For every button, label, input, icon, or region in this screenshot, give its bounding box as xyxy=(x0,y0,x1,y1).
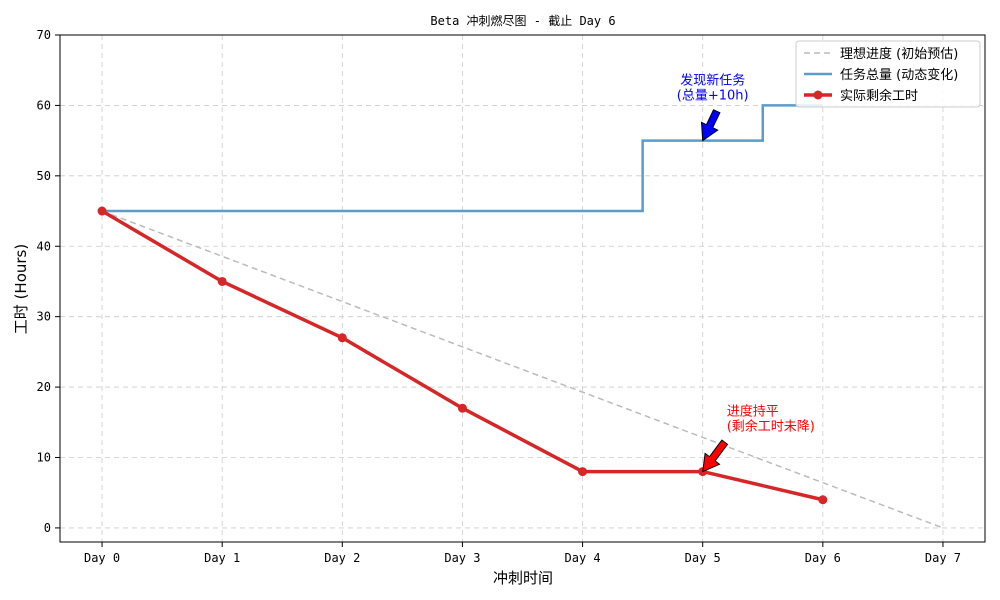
legend-label: 理想进度 (初始预估) xyxy=(840,46,958,62)
x-tick-label: Day 2 xyxy=(324,551,360,565)
x-tick-label: Day 6 xyxy=(805,551,841,565)
grid xyxy=(60,34,985,542)
y-tick-label: 40 xyxy=(37,239,51,253)
x-tick-label: Day 5 xyxy=(685,551,721,565)
ideal-progress-line xyxy=(101,210,944,529)
x-tick-label: Day 7 xyxy=(925,551,961,565)
progress-flat-annotation: 进度持平 xyxy=(727,403,779,419)
x-tick-label: Day 0 xyxy=(84,551,120,565)
actual-remaining-point xyxy=(457,403,467,413)
legend-label: 实际剩余工时 xyxy=(840,88,918,104)
y-tick-label: 10 xyxy=(37,451,51,465)
scope-increase-annotation: (总量+10h) xyxy=(677,88,749,103)
x-axis-title: 冲刺时间 xyxy=(493,569,553,587)
scope-increase-arrow xyxy=(700,109,721,142)
legend-marker xyxy=(813,90,823,100)
y-tick-label: 70 xyxy=(37,28,51,42)
actual-remaining-point xyxy=(217,276,227,286)
axes xyxy=(59,34,986,543)
legend-label: 任务总量 (动态变化) xyxy=(840,67,958,83)
y-tick-label: 50 xyxy=(37,169,51,183)
scope-increase-annotation: 发现新任务 xyxy=(680,72,745,88)
actual-remaining-point xyxy=(578,467,588,477)
actual-remaining-point xyxy=(97,206,107,216)
y-axis-title: 工时 (Hours) xyxy=(12,244,30,334)
plot-frame xyxy=(59,34,986,543)
actual-remaining-point xyxy=(818,495,828,505)
x-tick-label: Day 4 xyxy=(565,551,601,565)
progress-flat-arrow xyxy=(702,439,729,473)
actual-remaining-point xyxy=(337,333,347,343)
y-tick-label: 0 xyxy=(44,521,51,535)
legend: 理想进度 (初始预估) 任务总量 (动态变化) 实际剩余工时 xyxy=(795,40,981,108)
annotations: 发现新任务(总量+10h) 进度持平(剩余工时未降) xyxy=(677,72,815,473)
y-tick-label: 20 xyxy=(37,380,51,394)
y-tick-label: 30 xyxy=(37,310,51,324)
y-tick-label: 60 xyxy=(37,98,51,112)
progress-flat-annotation: (剩余工时未降) xyxy=(727,418,815,434)
legend-box xyxy=(795,40,981,108)
x-tick-label: Day 1 xyxy=(204,551,240,565)
x-tick-label: Day 3 xyxy=(444,551,480,565)
chart-title: Beta 冲刺燃尽图 - 截止 Day 6 xyxy=(430,13,615,28)
ticks: Day 0 Day 1 Day 2 Day 3 Day 4 Day 5 Day 6 Day 7… xyxy=(37,28,961,565)
